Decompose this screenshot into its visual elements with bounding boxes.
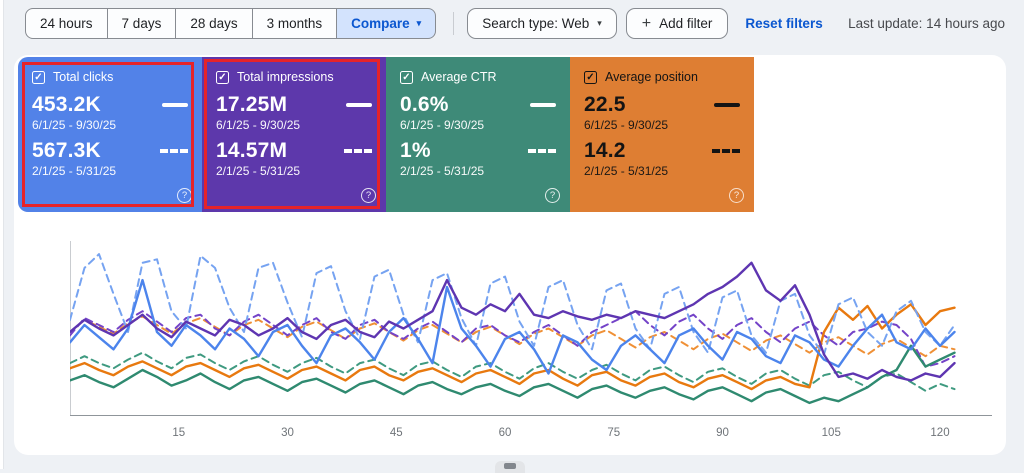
chevron-down-icon: ▾: [597, 18, 602, 28]
solid-line-icon: [530, 103, 556, 107]
add-filter-button[interactable]: + Add filter: [625, 8, 729, 39]
reset-filters-link[interactable]: Reset filters: [745, 16, 823, 31]
compare-button[interactable]: Compare ▾: [337, 8, 437, 39]
date-range-24-hours-button[interactable]: 24 hours: [25, 8, 108, 39]
metric-card-average-position[interactable]: ✓ Average position 22.5 6/1/25 - 9/30/25…: [570, 57, 754, 212]
x-tick-label: 15: [172, 427, 186, 439]
dashed-line-icon: [160, 149, 188, 153]
metric-value-previous: 567.3K: [32, 139, 101, 162]
x-tick-label: 30: [281, 427, 294, 439]
toolbar-divider: [453, 12, 455, 35]
chart-series-position-current: [70, 303, 956, 391]
scroll-thumb: [504, 463, 516, 469]
chart-series-clicks-previous: [70, 253, 956, 356]
page-left-edge: [0, 0, 4, 469]
metric-cards-row: ✓ Total clicks 453.2K 6/1/25 - 9/30/25 5…: [18, 57, 754, 212]
average-position-checkbox[interactable]: ✓: [584, 70, 597, 84]
help-icon[interactable]: ?: [177, 188, 192, 203]
metric-value-current: 453.2K: [32, 93, 101, 116]
last-update-text: Last update: 14 hours ago: [848, 16, 1005, 31]
metric-period-current: 6/1/25 - 9/30/25: [32, 118, 117, 132]
total-clicks-checkbox[interactable]: ✓: [32, 70, 45, 84]
search-type-dropdown[interactable]: Search type: Web ▾: [467, 8, 617, 39]
date-range-segmented-control: 24 hours 7 days 28 days 3 months Compare…: [25, 8, 437, 39]
metric-label: Total impressions: [237, 70, 334, 84]
x-tick-label: 75: [607, 427, 621, 439]
metric-period-current: 6/1/25 - 9/30/25: [584, 118, 669, 132]
x-tick-label: 45: [389, 427, 403, 439]
help-icon[interactable]: ?: [545, 188, 560, 203]
metric-card-total-clicks[interactable]: ✓ Total clicks 453.2K 6/1/25 - 9/30/25 5…: [18, 57, 202, 212]
chart-series-clicks-current: [70, 278, 956, 375]
search-type-label: Search type: Web: [482, 16, 590, 31]
chart-series-impressions-current: [70, 261, 956, 382]
chart-y-axis-line: [70, 241, 71, 416]
filter-toolbar: 24 hours 7 days 28 days 3 months Compare…: [25, 8, 1005, 39]
solid-line-icon: [714, 103, 740, 107]
metric-value-current: 22.5: [584, 93, 626, 116]
metric-value-previous: 14.57M: [216, 139, 288, 162]
chart-x-axis-line: [70, 415, 992, 416]
help-icon[interactable]: ?: [729, 188, 744, 203]
dashed-line-icon: [344, 149, 372, 153]
performance-chart[interactable]: [70, 242, 992, 415]
chart-series-position-previous: [70, 315, 956, 358]
performance-panel: ✓ Total clicks 453.2K 6/1/25 - 9/30/25 5…: [14, 55, 1006, 455]
chart-series-impressions-previous: [70, 310, 956, 368]
solid-line-icon: [162, 103, 188, 107]
metric-value-previous: 14.2: [584, 139, 626, 162]
metric-period-current: 6/1/25 - 9/30/25: [216, 118, 301, 132]
chart-series-ctr-previous: [70, 351, 956, 392]
bottom-scroll-handle[interactable]: [495, 461, 525, 473]
chevron-down-icon: ▾: [416, 18, 422, 28]
metric-card-total-impressions[interactable]: ✓ Total impressions 17.25M 6/1/25 - 9/30…: [202, 57, 386, 212]
metric-period-current: 6/1/25 - 9/30/25: [400, 118, 485, 132]
metric-label: Average position: [605, 70, 698, 84]
compare-label: Compare: [351, 16, 410, 31]
metric-card-average-ctr[interactable]: ✓ Average CTR 0.6% 6/1/25 - 9/30/25 1% 2…: [386, 57, 570, 212]
plus-icon: +: [641, 14, 652, 32]
x-tick-label: 105: [821, 427, 841, 439]
x-tick-label: 90: [716, 427, 729, 439]
date-range-28-days-button[interactable]: 28 days: [176, 8, 253, 39]
metric-value-previous: 1%: [400, 139, 431, 162]
x-tick-label: 120: [930, 427, 950, 439]
metric-period-previous: 2/1/25 - 5/31/25: [584, 164, 669, 178]
solid-line-icon: [346, 103, 372, 107]
metric-label: Total clicks: [53, 70, 114, 84]
metric-label: Average CTR: [421, 70, 497, 84]
metric-value-current: 17.25M: [216, 93, 288, 116]
help-icon[interactable]: ?: [361, 188, 376, 203]
metric-value-current: 0.6%: [400, 93, 449, 116]
x-tick-label: 60: [498, 427, 512, 439]
metric-period-previous: 2/1/25 - 5/31/25: [32, 164, 117, 178]
metric-period-previous: 2/1/25 - 5/31/25: [216, 164, 301, 178]
metric-period-previous: 2/1/25 - 5/31/25: [400, 164, 485, 178]
average-ctr-checkbox[interactable]: ✓: [400, 70, 413, 84]
dashed-line-icon: [712, 149, 740, 153]
add-filter-label: Add filter: [659, 16, 713, 31]
date-range-7-days-button[interactable]: 7 days: [107, 8, 177, 39]
chart-series-ctr-current: [70, 344, 956, 405]
date-range-3-months-button[interactable]: 3 months: [252, 8, 338, 39]
dashed-line-icon: [528, 149, 556, 153]
total-impressions-checkbox[interactable]: ✓: [216, 70, 229, 84]
